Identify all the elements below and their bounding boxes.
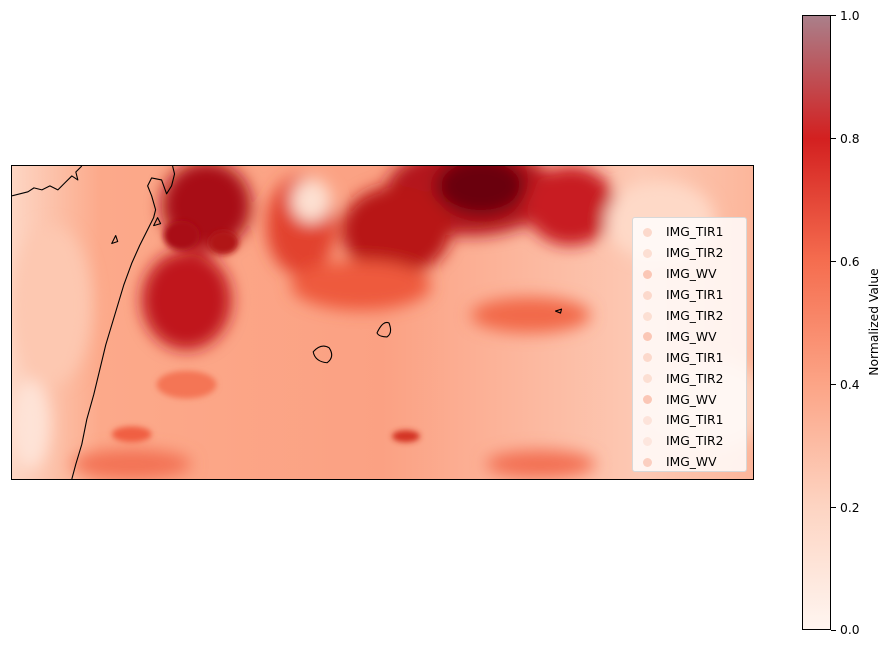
legend-label: IMG_TIR2 <box>666 246 724 261</box>
legend-entry: IMG_WV <box>639 326 740 347</box>
legend-entry: IMG_WV <box>639 389 740 410</box>
legend-entry: IMG_WV <box>639 264 740 285</box>
mauritius-island <box>376 321 392 338</box>
legend-marker <box>643 311 652 321</box>
colorbar-tick-label: 0.8 <box>840 132 860 146</box>
legend-entry: IMG_TIR2 <box>639 306 740 327</box>
colorbar-label: Normalized Value <box>867 268 881 376</box>
legend-marker <box>643 415 652 425</box>
legend-marker <box>643 290 652 300</box>
legend-label: IMG_TIR1 <box>666 225 724 240</box>
islet-2 <box>111 235 119 245</box>
colorbar-tick-label: 0.6 <box>840 255 860 269</box>
legend-entry: IMG_TIR2 <box>639 431 740 452</box>
rodrigues-island <box>554 308 563 314</box>
legend-marker <box>643 332 652 342</box>
legend-label: IMG_TIR2 <box>666 309 724 323</box>
satellite-heatmap <box>12 166 753 479</box>
legend-label: IMG_TIR2 <box>666 434 724 449</box>
cloud-cells <box>111 220 420 443</box>
legend-entry: IMG_WV <box>639 452 740 473</box>
colorbar-tick-label: 1.0 <box>840 9 860 23</box>
colorbar-tick <box>831 15 836 16</box>
colorbar-tick <box>831 630 836 631</box>
reunion-island <box>312 345 333 364</box>
legend-label: IMG_WV <box>666 455 717 470</box>
legend-entry: IMG_TIR1 <box>639 410 740 431</box>
colorbar-tick-label: 0.2 <box>840 501 860 515</box>
coastlines <box>12 166 563 479</box>
islet-1 <box>153 217 162 227</box>
map-panel <box>11 165 754 480</box>
colorbar-tick-label: 0.0 <box>840 623 860 637</box>
africa-coast <box>12 166 83 197</box>
legend-marker <box>643 457 652 467</box>
colorbar-tick <box>831 261 836 262</box>
legend-label: IMG_WV <box>666 267 717 282</box>
legend-label: IMG_TIR2 <box>666 371 724 386</box>
colorbar <box>802 15 831 630</box>
legend-entry: IMG_TIR1 <box>639 285 740 306</box>
legend-entry: IMG_TIR1 <box>639 222 740 243</box>
legend-marker <box>643 436 652 446</box>
legend-entry: IMG_TIR2 <box>639 368 740 389</box>
legend-label: IMG_WV <box>666 392 717 407</box>
legend: IMG_TIR1 IMG_TIR2 IMG_WV IMG_TIR1 IMG_TI… <box>632 217 747 472</box>
legend-marker <box>643 227 652 237</box>
legend-marker <box>643 269 652 279</box>
legend-marker <box>643 374 652 384</box>
legend-entry: IMG_TIR1 <box>639 347 740 368</box>
legend-label: IMG_TIR1 <box>666 350 724 365</box>
legend-entry: IMG_TIR2 <box>639 243 740 264</box>
legend-marker <box>643 353 652 363</box>
legend-label: IMG_TIR1 <box>666 288 724 303</box>
colorbar-tick-label: 0.4 <box>840 378 860 392</box>
colorbar-tick <box>831 507 836 508</box>
madagascar-coast <box>71 166 176 479</box>
legend-label: IMG_WV <box>666 329 717 344</box>
legend-label: IMG_TIR1 <box>666 413 724 428</box>
legend-marker <box>643 395 652 405</box>
colorbar-tick <box>831 138 836 139</box>
colorbar-tick <box>831 384 836 385</box>
legend-marker <box>643 248 652 258</box>
